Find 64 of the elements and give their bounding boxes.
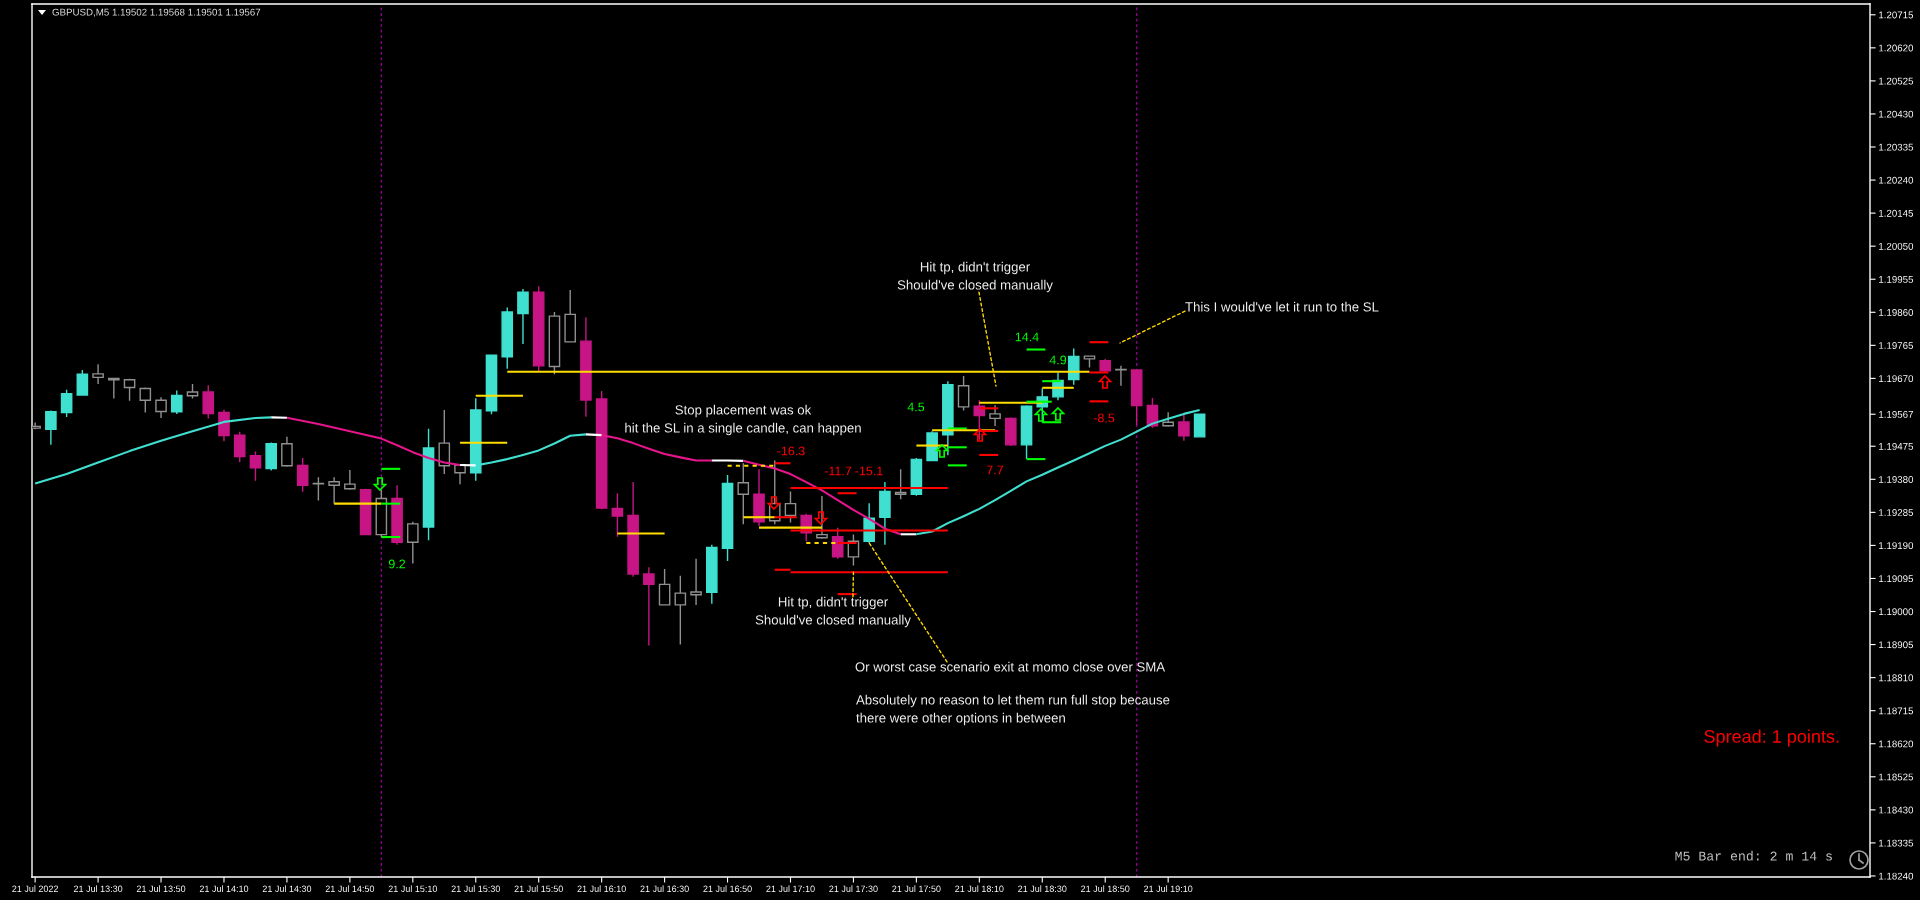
x-tick-label: 21 Jul 16:50: [703, 885, 752, 892]
y-tick-label: 1.19380: [1879, 476, 1914, 483]
x-tick-label: 21 Jul 17:10: [766, 885, 815, 892]
y-tick-label: 1.18810: [1879, 674, 1914, 682]
y-tick-label: 1.19285: [1879, 509, 1914, 516]
y-tick-label: 1.20050: [1879, 242, 1914, 250]
annotation: Stop placement was ok hit the SL in a single candle, can happen: [625, 404, 861, 436]
x-tick-label: 21 Jul 15:30: [451, 885, 501, 892]
annotation: This I would've let it run to the SL: [1185, 301, 1379, 312]
x-tick-label: 21 Jul 16:30: [640, 885, 689, 892]
y-tick-label: 1.20335: [1879, 143, 1914, 151]
y-tick-label: 1.19095: [1879, 575, 1914, 583]
y-tick-label: 1.18240: [1879, 872, 1914, 880]
annotation: M5 Bar end: 2 m 14 s: [1675, 850, 1832, 861]
y-tick-label: 1.19955: [1879, 275, 1914, 283]
x-tick-label: 21 Jul 15:50: [514, 885, 563, 892]
annotation: 14.4: [1015, 332, 1039, 342]
annotation: 9.2: [388, 559, 406, 569]
y-tick-label: 1.18620: [1879, 740, 1914, 748]
x-tick-label: 21 Jul 17:50: [892, 885, 941, 892]
y-tick-label: 1.18430: [1879, 806, 1914, 814]
annotation: -16.3: [777, 446, 805, 456]
x-tick-label: 21 Jul 16:10: [577, 885, 626, 892]
y-tick-label: 1.19000: [1879, 608, 1914, 616]
annotation: Hit tp, didn't trigger Should've closed manually: [897, 261, 1053, 293]
y-tick-label: 1.19475: [1879, 442, 1914, 450]
y-tick-label: 1.18525: [1879, 773, 1914, 781]
annotation: 4.9: [1049, 355, 1067, 365]
y-tick-label: 1.19190: [1879, 542, 1914, 550]
y-tick-label: 1.18905: [1879, 641, 1914, 649]
y-tick-label: 1.19860: [1879, 309, 1914, 316]
annotation: -15.1: [855, 466, 883, 476]
y-tick-label: 1.20145: [1879, 209, 1914, 217]
y-tick-label: 1.18715: [1879, 707, 1914, 715]
annotation: -8.5: [1093, 413, 1115, 423]
annotation: Or worst case scenario exit at momo close over SMA: [855, 661, 1166, 672]
y-tick-label: 1.20525: [1879, 77, 1914, 85]
y-tick-label: 1.20240: [1879, 176, 1914, 184]
y-tick-label: 1.19567: [1879, 410, 1913, 418]
x-tick-label: 21 Jul 18:50: [1081, 885, 1130, 892]
x-tick-label: 21 Jul 14:30: [262, 885, 312, 892]
annotation: Hit tp, didn't trigger Should've closed manually: [755, 596, 911, 628]
x-tick-label: 21 Jul 19:10: [1144, 885, 1193, 892]
annotation: Absolutely no reason to let them run full stop because there were other options in between: [856, 694, 1170, 726]
annotation: Spread: 1 points.: [1704, 729, 1839, 747]
y-tick-label: 1.19670: [1879, 375, 1914, 383]
y-tick-label: 1.19765: [1879, 342, 1914, 349]
x-tick-label: 21 Jul 17:30: [829, 885, 878, 892]
x-tick-label: 21 Jul 18:30: [1018, 885, 1067, 892]
y-tick-label: 1.20620: [1879, 44, 1914, 52]
x-tick-label: 21 Jul 18:10: [955, 885, 1004, 892]
annotation: 4.5: [907, 402, 925, 412]
y-tick-label: 1.20430: [1879, 110, 1914, 118]
x-tick-label: 21 Jul 14:10: [199, 885, 249, 892]
y-tick-label: 1.20715: [1879, 11, 1914, 19]
x-tick-label: 21 Jul 14:50: [325, 885, 375, 892]
annotation: -11.7: [824, 466, 852, 476]
y-tick-label: 1.18335: [1879, 839, 1914, 847]
x-tick-label: 21 Jul 15:10: [388, 885, 438, 892]
x-tick-label: 21 Jul 13:30: [73, 885, 123, 892]
x-tick-label: 21 Jul 2022: [12, 885, 59, 892]
chart-title: GBPUSD,M5 1.19502 1.19568 1.19501 1.19567: [52, 8, 261, 17]
x-tick-label: 21 Jul 13:50: [136, 885, 186, 892]
annotation: 7.7: [986, 465, 1004, 475]
